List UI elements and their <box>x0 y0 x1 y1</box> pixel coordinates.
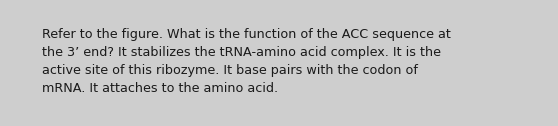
Text: Refer to the figure. What is the function of the ACC sequence at
the 3’ end? It : Refer to the figure. What is the functio… <box>42 28 451 95</box>
